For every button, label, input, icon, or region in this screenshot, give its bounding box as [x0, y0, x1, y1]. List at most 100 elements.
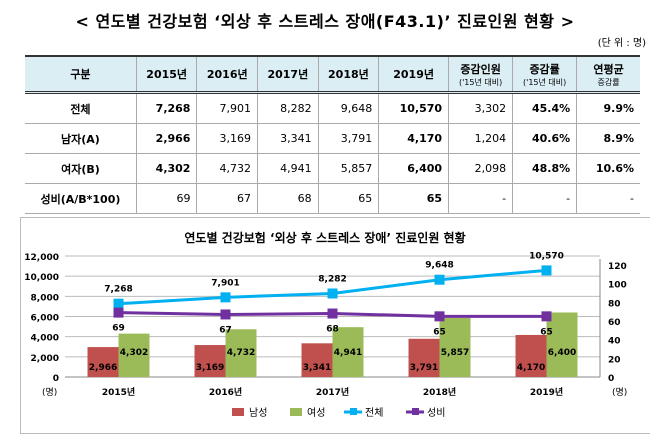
- table-cell: 3,791: [317, 123, 379, 154]
- table-cell: 8.9%: [576, 123, 640, 154]
- legend-marker: [412, 408, 419, 415]
- bar-female: [546, 312, 578, 377]
- table-cell: 4,302: [135, 153, 197, 184]
- y-left-unit: (명): [42, 387, 57, 398]
- y-left-tick-label: 8,000: [31, 293, 59, 303]
- table-cell: 3,302: [448, 92, 513, 124]
- y-right-tick-label: 120: [608, 262, 627, 272]
- y-left-tick-label: 12,000: [24, 253, 59, 263]
- line-marker: [220, 292, 231, 303]
- header-sublabel: ('15년 대비): [458, 77, 503, 87]
- table-cell: 여자(B): [25, 153, 137, 184]
- header-label: 2015년: [146, 68, 188, 81]
- y-right-tick-label: 0: [608, 374, 614, 384]
- table-cell: 4,941: [257, 153, 319, 184]
- legend-marker: [350, 408, 357, 415]
- bar-data-label: 5,857: [441, 348, 469, 358]
- y-left-tick-label: 10,000: [24, 273, 59, 283]
- header-label: 2019년: [393, 68, 434, 81]
- page-title: < 연도별 건강보험 ‘외상 후 스트레스 장애(F43.1)’ 진료인원 현황…: [75, 12, 575, 31]
- table-cell: -: [448, 183, 513, 214]
- bar-male: [408, 338, 440, 377]
- column-header: 2017년: [257, 55, 319, 94]
- y-right-tick-label: 20: [608, 355, 621, 365]
- header-label: 2018년: [328, 68, 369, 81]
- header-label: 2016년: [206, 68, 248, 81]
- table-header-row: 구분 2015년 2016년 2017년 2018년 2019년 증감인원 ('15년 대비)…: [25, 55, 640, 94]
- line-data-label: 65: [540, 327, 553, 337]
- table-cell: 2,966: [135, 123, 197, 154]
- x-tick-label: 2016년: [209, 386, 242, 398]
- header-label: 2017년: [267, 68, 309, 81]
- y-right-unit: (명): [612, 387, 627, 398]
- table-cell: 9.9%: [576, 92, 640, 124]
- table-cell: 3,169: [196, 123, 258, 154]
- line-data-label: 68: [326, 325, 339, 335]
- legend-label: 여성: [307, 407, 325, 419]
- table-cell: 65: [317, 183, 379, 214]
- line-data-label: 7,268: [104, 285, 132, 295]
- line-data-label: 7,901: [211, 278, 239, 288]
- table-cell: 10,570: [378, 92, 449, 124]
- bar-data-label: 2,966: [89, 363, 117, 373]
- legend-label: 성비: [427, 407, 445, 419]
- bar-male: [194, 345, 226, 377]
- y-right-tick-label: 60: [608, 318, 621, 328]
- line-marker: [434, 274, 445, 285]
- table-cell: 45.4%: [512, 92, 577, 124]
- table-cell: 67: [196, 183, 258, 214]
- y-left-tick-label: 6,000: [31, 314, 59, 324]
- table-cell: 전체: [25, 92, 137, 124]
- column-header: 증감률 ('15년 대비): [512, 55, 577, 94]
- table-cell: 7,901: [196, 92, 258, 124]
- table-cell: 7,268: [135, 92, 197, 124]
- line-data-label: 10,570: [529, 251, 564, 261]
- table-row: 전체 7,268 7,901 8,282 9,648 10,570 3,302 45.4% 9.…: [25, 92, 640, 124]
- bar-data-label: 3,341: [303, 363, 331, 373]
- column-header: 2015년: [135, 55, 197, 94]
- y-left-tick-label: 2,000: [31, 354, 59, 364]
- table-cell: 성비(A/B*100): [25, 183, 137, 214]
- chart-title: 연도별 건강보험 ‘외상 후 스트레스 장애’ 진료인원 현황: [184, 230, 465, 245]
- bar-data-label: 6,400: [548, 348, 576, 358]
- table-cell: -: [512, 183, 577, 214]
- line-marker: [327, 288, 338, 299]
- table-row: 여자(B) 4,302 4,732 4,941 5,857 6,400 2,098 48.8%…: [25, 153, 640, 184]
- bar-data-label: 4,170: [517, 363, 545, 373]
- bar-data-label: 3,169: [196, 363, 224, 373]
- line-marker: [220, 309, 231, 320]
- bar-male: [87, 347, 119, 377]
- bar-male: [301, 343, 333, 377]
- table-cell: 4,170: [378, 123, 449, 154]
- line-marker: [327, 308, 338, 319]
- y-right-tick-label: 80: [608, 299, 621, 309]
- column-header: 연평균 증감률: [576, 55, 640, 94]
- table-cell: 4,732: [196, 153, 258, 184]
- line-data-label: 69: [112, 324, 125, 334]
- y-right-tick-label: 40: [608, 337, 621, 347]
- table-cell: 5,857: [317, 153, 379, 184]
- table-cell: 3,341: [257, 123, 319, 154]
- table-cell: 9,648: [317, 92, 379, 124]
- line-data-label: 8,282: [318, 274, 346, 284]
- column-header: 2018년: [317, 55, 379, 94]
- header-label: 증감률: [529, 62, 560, 76]
- table-cell: 1,204: [448, 123, 513, 154]
- line-marker: [113, 298, 124, 309]
- legend-swatch: [232, 408, 244, 416]
- y-right-tick-label: 100: [608, 281, 627, 291]
- column-header: 구분: [25, 55, 137, 94]
- line-marker: [541, 311, 552, 322]
- bar-female: [332, 327, 364, 377]
- table-cell: 48.8%: [512, 153, 577, 184]
- table-cell: 68: [257, 183, 319, 214]
- x-tick-label: 2015년: [102, 386, 135, 398]
- legend-swatch: [290, 408, 302, 416]
- bar-data-label: 4,302: [120, 348, 148, 358]
- line-data-label: 65: [433, 327, 446, 337]
- table-cell: -: [576, 183, 640, 214]
- table-row: 남자(A) 2,966 3,169 3,341 3,791 4,170 1,204 40.6%…: [25, 123, 640, 154]
- header-sublabel: 증감률: [597, 77, 620, 87]
- bar-data-label: 4,732: [227, 348, 255, 358]
